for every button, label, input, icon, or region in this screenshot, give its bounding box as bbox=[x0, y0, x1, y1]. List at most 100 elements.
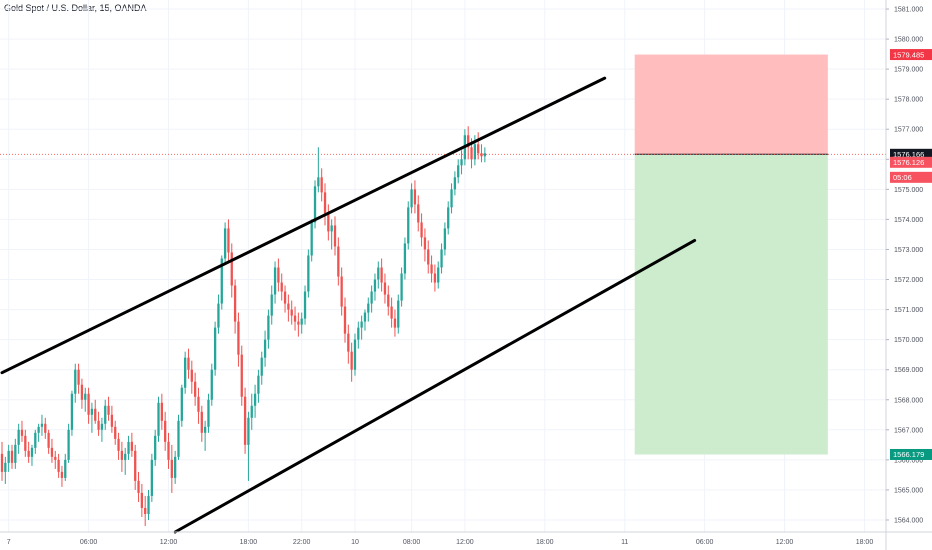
candle-body bbox=[273, 267, 277, 295]
candle-body bbox=[310, 222, 313, 256]
candle-body bbox=[87, 393, 90, 415]
candle-body bbox=[413, 189, 417, 205]
candle-body bbox=[4, 462, 7, 472]
time-tick-label: 12:00 bbox=[776, 539, 794, 546]
candle-body bbox=[130, 441, 134, 451]
candle-body bbox=[247, 417, 250, 445]
candle-body bbox=[67, 429, 70, 460]
price-tick-label: 1566.000 bbox=[894, 457, 923, 464]
price-tick-label: 1571.000 bbox=[894, 307, 923, 314]
candle-body bbox=[150, 459, 153, 496]
price-tag bbox=[890, 49, 932, 61]
candle-body bbox=[267, 315, 270, 340]
candle-body bbox=[30, 447, 34, 457]
candle-body bbox=[100, 423, 104, 430]
candle-body bbox=[370, 291, 373, 304]
candle-body bbox=[427, 249, 430, 265]
candle-body bbox=[10, 450, 14, 463]
candle-body bbox=[117, 438, 120, 451]
candle-body bbox=[467, 135, 470, 148]
candle-body bbox=[210, 369, 213, 400]
candle-body bbox=[17, 429, 20, 445]
candle-body bbox=[74, 369, 77, 394]
candle-body bbox=[407, 207, 410, 244]
candle-body bbox=[437, 267, 440, 283]
candle-body bbox=[54, 456, 57, 460]
price-tick-label: 1573.000 bbox=[894, 247, 923, 254]
time-tick-label: 08:00 bbox=[403, 539, 421, 546]
price-tick-label: 1581.000 bbox=[894, 7, 923, 14]
candle-body bbox=[320, 177, 323, 193]
time-tick-label: 06:00 bbox=[696, 539, 714, 546]
candle-body bbox=[147, 495, 150, 514]
candle-body bbox=[390, 306, 393, 319]
candle-body bbox=[7, 450, 10, 463]
candle-body bbox=[433, 273, 437, 283]
candle-body bbox=[14, 444, 17, 463]
candle-body bbox=[124, 453, 127, 460]
price-tick-label: 1568.000 bbox=[894, 397, 923, 404]
candle-body bbox=[134, 450, 137, 481]
candle-body bbox=[127, 441, 130, 454]
price-tick-label: 1577.000 bbox=[894, 127, 923, 134]
candle-body bbox=[60, 471, 64, 478]
candle-body bbox=[90, 408, 94, 415]
candle-body bbox=[277, 267, 280, 283]
candle-body bbox=[203, 426, 207, 433]
candle-body bbox=[270, 294, 273, 316]
candle-body bbox=[44, 423, 47, 433]
candle-body bbox=[450, 189, 453, 208]
candle-body bbox=[263, 339, 267, 358]
candle-body bbox=[377, 267, 380, 280]
candle-body bbox=[70, 393, 74, 430]
channel-line-lower[interactable] bbox=[173, 238, 697, 534]
stop-loss-zone[interactable] bbox=[634, 54, 828, 155]
candle-body bbox=[473, 144, 477, 160]
candle-body bbox=[160, 402, 163, 421]
candle-body bbox=[174, 456, 177, 478]
candle-body bbox=[360, 321, 363, 328]
candle-body bbox=[154, 435, 157, 460]
candle-body bbox=[157, 402, 160, 436]
candle-body bbox=[383, 282, 387, 295]
candle-body bbox=[34, 432, 37, 448]
price-tag-label: 1576.126 bbox=[893, 158, 924, 167]
candle-body bbox=[387, 294, 390, 307]
candle-body bbox=[430, 264, 433, 274]
candle-body bbox=[94, 408, 97, 421]
candle-body bbox=[337, 246, 340, 277]
candle-body bbox=[367, 303, 370, 313]
candle-body bbox=[187, 357, 190, 370]
candle-body bbox=[283, 291, 287, 304]
candle-body bbox=[80, 384, 84, 400]
candle-body bbox=[333, 225, 337, 247]
candle-body bbox=[177, 420, 180, 457]
candle-body bbox=[200, 411, 203, 433]
candle-body bbox=[24, 435, 27, 451]
price-tag bbox=[890, 448, 932, 460]
candle-body bbox=[40, 423, 44, 427]
chart-title: Gold Spot / U.S. Dollar, 15, OANDA bbox=[4, 3, 147, 13]
candle-body bbox=[483, 153, 486, 157]
price-tick-label: 1567.000 bbox=[894, 427, 923, 434]
candle-body bbox=[217, 303, 220, 328]
channel-line-upper[interactable] bbox=[0, 76, 607, 375]
time-tick-label: 7 bbox=[7, 539, 11, 546]
candle-body bbox=[353, 339, 357, 370]
take-profit-zone[interactable] bbox=[634, 154, 828, 455]
candle-body bbox=[373, 279, 377, 292]
candle-body bbox=[447, 207, 450, 229]
candle-body bbox=[260, 357, 263, 376]
candle-body bbox=[190, 369, 193, 382]
candle-body bbox=[343, 306, 347, 334]
candle-body bbox=[257, 375, 260, 394]
candle-body bbox=[170, 459, 173, 478]
price-tick-label: 1575.000 bbox=[894, 187, 923, 194]
candle-body bbox=[213, 327, 217, 370]
candle-body bbox=[470, 147, 473, 160]
price-tick-label: 1572.000 bbox=[894, 277, 923, 284]
candle-body bbox=[350, 351, 353, 370]
candle-body bbox=[144, 507, 147, 514]
price-tick-label: 1574.000 bbox=[894, 217, 923, 224]
